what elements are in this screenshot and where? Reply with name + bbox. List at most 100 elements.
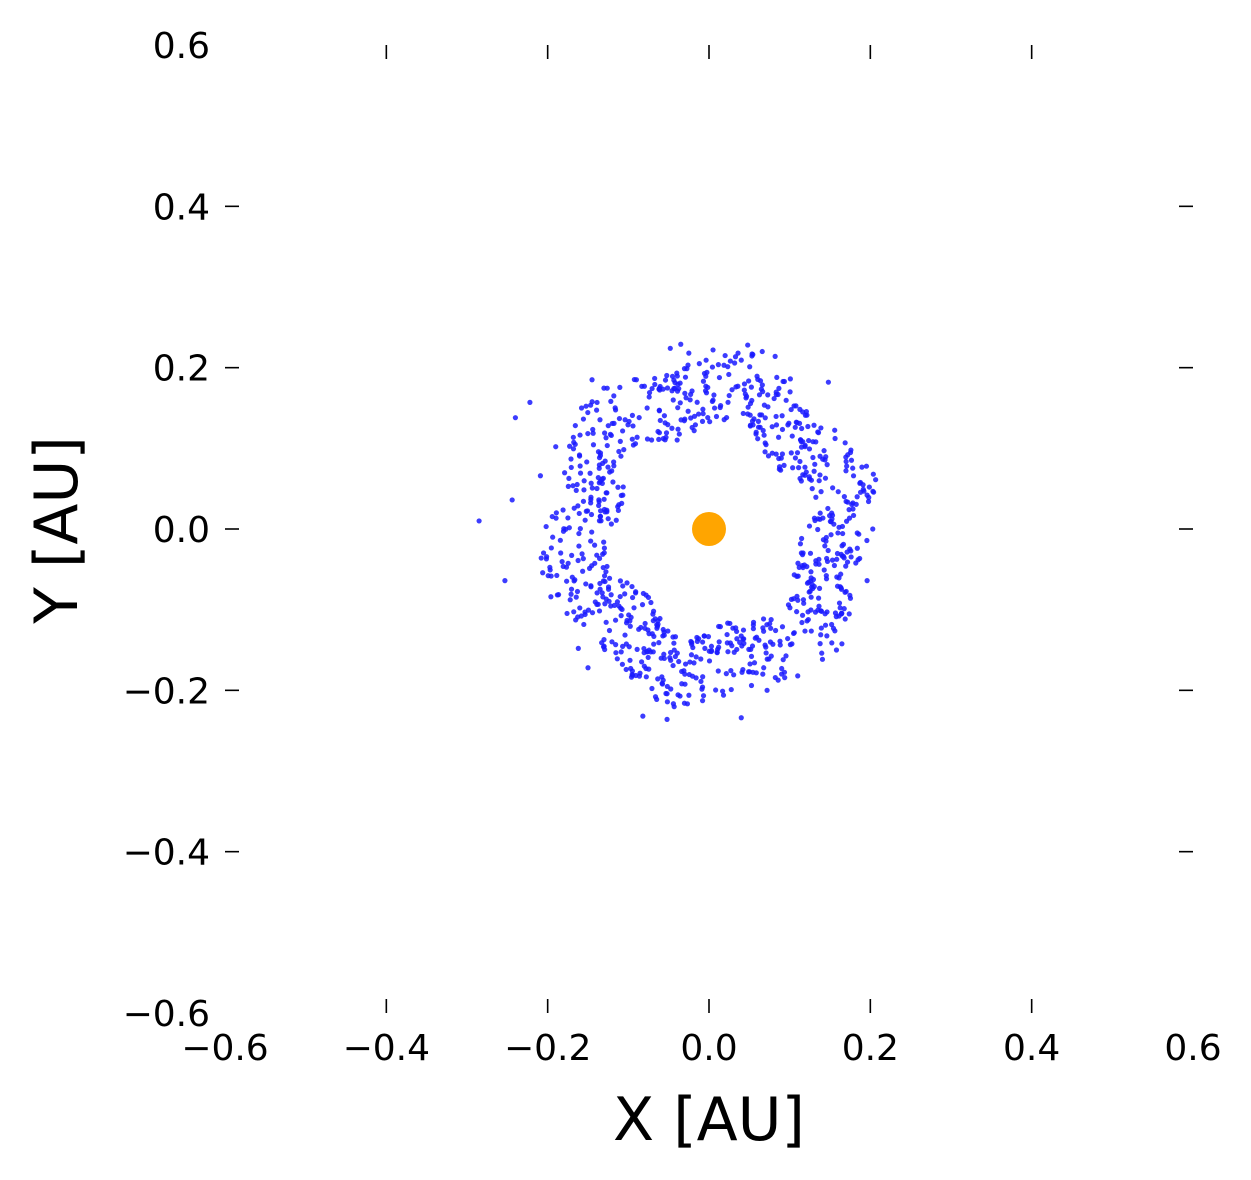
scatter-point bbox=[728, 686, 734, 693]
scatter-point bbox=[686, 692, 692, 698]
scatter-point bbox=[596, 608, 603, 614]
scatter-point bbox=[841, 494, 847, 500]
scatter-point bbox=[762, 642, 768, 648]
scatter-point bbox=[577, 470, 584, 476]
scatter-point bbox=[811, 515, 818, 521]
scatter-point bbox=[661, 413, 668, 419]
scatter-point bbox=[620, 643, 626, 649]
scatter-point bbox=[732, 354, 739, 360]
scatter-point bbox=[614, 599, 621, 605]
scatter-point bbox=[565, 515, 571, 521]
scatter-point bbox=[583, 581, 589, 587]
scatter-point bbox=[617, 384, 623, 390]
scatter-point bbox=[707, 419, 713, 425]
scatter-point bbox=[768, 625, 774, 631]
scatter-point bbox=[829, 510, 835, 516]
scatter-point bbox=[583, 508, 589, 514]
scatter-point bbox=[761, 432, 767, 438]
scatter-point bbox=[580, 416, 587, 422]
scatter-point bbox=[650, 649, 656, 655]
scatter-point bbox=[842, 616, 848, 622]
scatter-point bbox=[847, 595, 854, 601]
scatter-point bbox=[809, 584, 815, 590]
scatter-point bbox=[569, 552, 575, 558]
scatter-point bbox=[537, 473, 544, 479]
scatter-point bbox=[618, 613, 624, 619]
scatter-point bbox=[824, 462, 830, 468]
scatter-point bbox=[602, 430, 608, 436]
scatter-point bbox=[787, 389, 793, 395]
scatter-point bbox=[688, 638, 694, 645]
scatter-point bbox=[596, 502, 602, 509]
scatter-point bbox=[762, 449, 768, 455]
scatter-point bbox=[618, 453, 624, 459]
scatter-point bbox=[794, 450, 801, 456]
scatter-point bbox=[584, 459, 590, 465]
scatter-point bbox=[527, 399, 533, 405]
scatter-point bbox=[857, 489, 864, 495]
scatter-point bbox=[843, 498, 849, 505]
scatter-point bbox=[716, 374, 723, 381]
scatter-point bbox=[676, 658, 682, 665]
scatter-point bbox=[620, 492, 626, 498]
scatter-point bbox=[824, 633, 830, 639]
scatter-point bbox=[749, 418, 756, 424]
scatter-point bbox=[798, 550, 804, 556]
scatter-point bbox=[726, 392, 732, 399]
scatter-point bbox=[753, 670, 759, 676]
scatter-point bbox=[645, 627, 651, 633]
scatter-point bbox=[741, 387, 747, 393]
scatter-point bbox=[654, 622, 660, 628]
scatter-point bbox=[613, 642, 619, 648]
scatter-point bbox=[749, 353, 755, 359]
scatter-point bbox=[599, 640, 605, 646]
scatter-point bbox=[813, 561, 819, 567]
scatter-point bbox=[841, 606, 847, 612]
scatter-point bbox=[766, 656, 772, 662]
scatter-point bbox=[820, 537, 827, 543]
scatter-point bbox=[775, 677, 781, 683]
scatter-point bbox=[600, 594, 606, 600]
y-tick-label: −0.6 bbox=[123, 994, 210, 1035]
scatter-point bbox=[793, 419, 799, 425]
scatter-point bbox=[578, 405, 585, 411]
scatter-point bbox=[586, 565, 593, 571]
scatter-point bbox=[603, 569, 609, 575]
scatter-point bbox=[678, 417, 684, 423]
scatter-point bbox=[802, 444, 808, 450]
scatter-point bbox=[599, 590, 605, 596]
scatter-point bbox=[577, 605, 583, 611]
scatter-point bbox=[838, 611, 844, 617]
scatter-point bbox=[661, 651, 667, 657]
scatter-point bbox=[760, 389, 766, 395]
scatter-point bbox=[792, 455, 799, 461]
scatter-point bbox=[669, 425, 675, 431]
scatter-point bbox=[592, 542, 598, 548]
scatter-point bbox=[725, 399, 731, 405]
scatter-point bbox=[618, 649, 624, 655]
scatter-point bbox=[740, 627, 747, 633]
scatter-point bbox=[800, 472, 806, 478]
scatter-point bbox=[689, 424, 695, 431]
scatter-point bbox=[597, 513, 603, 519]
scatter-point bbox=[695, 411, 702, 417]
scatter-point bbox=[671, 377, 677, 383]
scatter-point bbox=[605, 423, 611, 429]
scatter-point bbox=[835, 489, 841, 495]
scatter-point bbox=[801, 562, 807, 568]
scatter-point bbox=[769, 424, 775, 430]
scatter-point bbox=[677, 400, 683, 406]
scatter-point bbox=[706, 658, 713, 664]
scatter-point bbox=[850, 465, 856, 471]
scatter-point bbox=[622, 417, 628, 423]
scatter-point bbox=[701, 633, 707, 639]
scatter-point bbox=[656, 436, 662, 443]
scatter-point bbox=[757, 424, 763, 430]
scatter-point bbox=[701, 370, 708, 377]
scatter-point bbox=[657, 417, 663, 424]
scatter-point bbox=[604, 442, 610, 449]
scatter-point bbox=[560, 507, 566, 513]
scatter-point bbox=[611, 459, 617, 465]
scatter-point bbox=[773, 451, 779, 457]
scatter-point bbox=[681, 668, 687, 674]
